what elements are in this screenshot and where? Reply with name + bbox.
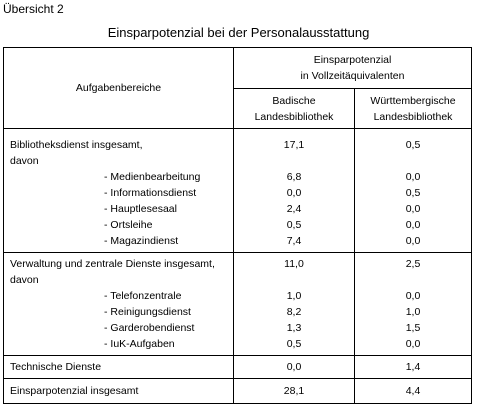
group-title: Verwaltung und zentrale Dienste insgesam… (3, 252, 234, 272)
item-label: - Ortsleihe (3, 217, 234, 233)
table-row: Einsparpotenzial insgesamt 28,1 4,4 (3, 378, 473, 404)
table-row: - Garderobendienst 1,3 1,5 (3, 320, 473, 336)
table-row: - IuK-Aufgaben 0,5 0,0 (3, 336, 473, 356)
savings-table: Aufgabenbereiche Einsparpotenzial in Vol… (3, 47, 473, 404)
header-aufgabenbereiche: Aufgabenbereiche (3, 47, 234, 129)
item-label: - Magazindienst (3, 233, 234, 253)
value-wuerttembergische: 0,0 (353, 169, 473, 185)
item-label: - Garderobendienst (3, 320, 234, 336)
item-label: - Informationsdienst (3, 185, 234, 201)
value-badische: 0,0 (233, 355, 355, 379)
table-row: Bibliotheksdienst insgesamt, 17,1 0,5 (3, 128, 473, 153)
total-label: Einsparpotenzial insgesamt (3, 378, 234, 404)
value-wuerttembergische: 0,0 (353, 201, 473, 217)
header-col2-line1: Badische (272, 94, 316, 107)
header-group-line1: Einsparpotenzial (313, 54, 392, 66)
item-label: - Telefonzentrale (3, 288, 234, 304)
value-badische: 6,8 (233, 169, 355, 185)
value-wuerttembergische: 0,0 (353, 217, 473, 233)
item-label: - Hauptlesesaal (3, 201, 234, 217)
value-badische: 28,1 (233, 378, 355, 404)
value-badische: 0,5 (233, 336, 355, 356)
table-row: - Magazindienst 7,4 0,0 (3, 233, 473, 253)
value-badische: 0,5 (233, 217, 355, 233)
value-wuerttembergische: 1,5 (353, 320, 473, 336)
value-badische: 0,0 (233, 185, 355, 201)
value-wuerttembergische: 0,5 (353, 185, 473, 201)
value-badische: 7,4 (233, 233, 355, 253)
group-subtitle: davon (3, 272, 234, 288)
header-wuerttembergische: Württembergische Landesbibliothek (353, 88, 473, 129)
value-wuerttembergische: 2,5 (353, 252, 473, 272)
header-group-line2: in Vollzeitäquivalenten (300, 70, 405, 82)
table-title: Einsparpotenzial bei der Personalausstat… (107, 25, 370, 40)
table-row: davon (3, 272, 473, 288)
item-label: - Reinigungsdienst (3, 304, 234, 320)
header-col3-line2: Landesbibliothek (373, 110, 453, 123)
value-wuerttembergische: 0,0 (353, 288, 473, 304)
value-badische: 1,0 (233, 288, 355, 304)
value-wuerttembergische: 0,0 (353, 233, 473, 253)
value-wuerttembergische: 1,4 (353, 355, 473, 379)
table-row: - Telefonzentrale 1,0 0,0 (3, 288, 473, 304)
table-row: davon (3, 153, 473, 169)
value-badische: 2,4 (233, 201, 355, 217)
header-col2-line2: Landesbibliothek (254, 110, 334, 123)
group-title: Bibliotheksdienst insgesamt, (3, 128, 234, 153)
item-label: - IuK-Aufgaben (3, 336, 234, 356)
value-badische: 17,1 (233, 128, 355, 153)
header-badische: Badische Landesbibliothek (233, 88, 355, 129)
table-row: - Ortsleihe 0,5 0,0 (3, 217, 473, 233)
overview-label: Übersicht 2 (3, 2, 64, 16)
value-badische: 8,2 (233, 304, 355, 320)
header-col3-line1: Württembergische (370, 94, 456, 107)
item-label: - Medienbearbeitung (3, 169, 234, 185)
table-row: Verwaltung und zentrale Dienste insgesam… (3, 252, 473, 272)
value-wuerttembergische: 4,4 (353, 378, 473, 404)
value-badische: 1,3 (233, 320, 355, 336)
value-wuerttembergische: 1,0 (353, 304, 473, 320)
table-row: - Informationsdienst 0,0 0,5 (3, 185, 473, 201)
group-subtitle: davon (3, 153, 234, 169)
technical-label: Technische Dienste (3, 355, 234, 379)
value-badische: 11,0 (233, 252, 355, 272)
value-wuerttembergische: 0,0 (353, 336, 473, 356)
table-row: Technische Dienste 0,0 1,4 (3, 355, 473, 379)
table-row: - Reinigungsdienst 8,2 1,0 (3, 304, 473, 320)
value-wuerttembergische: 0,5 (353, 128, 473, 153)
header-einsparpotenzial: Einsparpotenzial in Vollzeitäquivalenten (232, 47, 473, 89)
table-row: - Medienbearbeitung 6,8 0,0 (3, 169, 473, 185)
table-row: - Hauptlesesaal 2,4 0,0 (3, 201, 473, 217)
